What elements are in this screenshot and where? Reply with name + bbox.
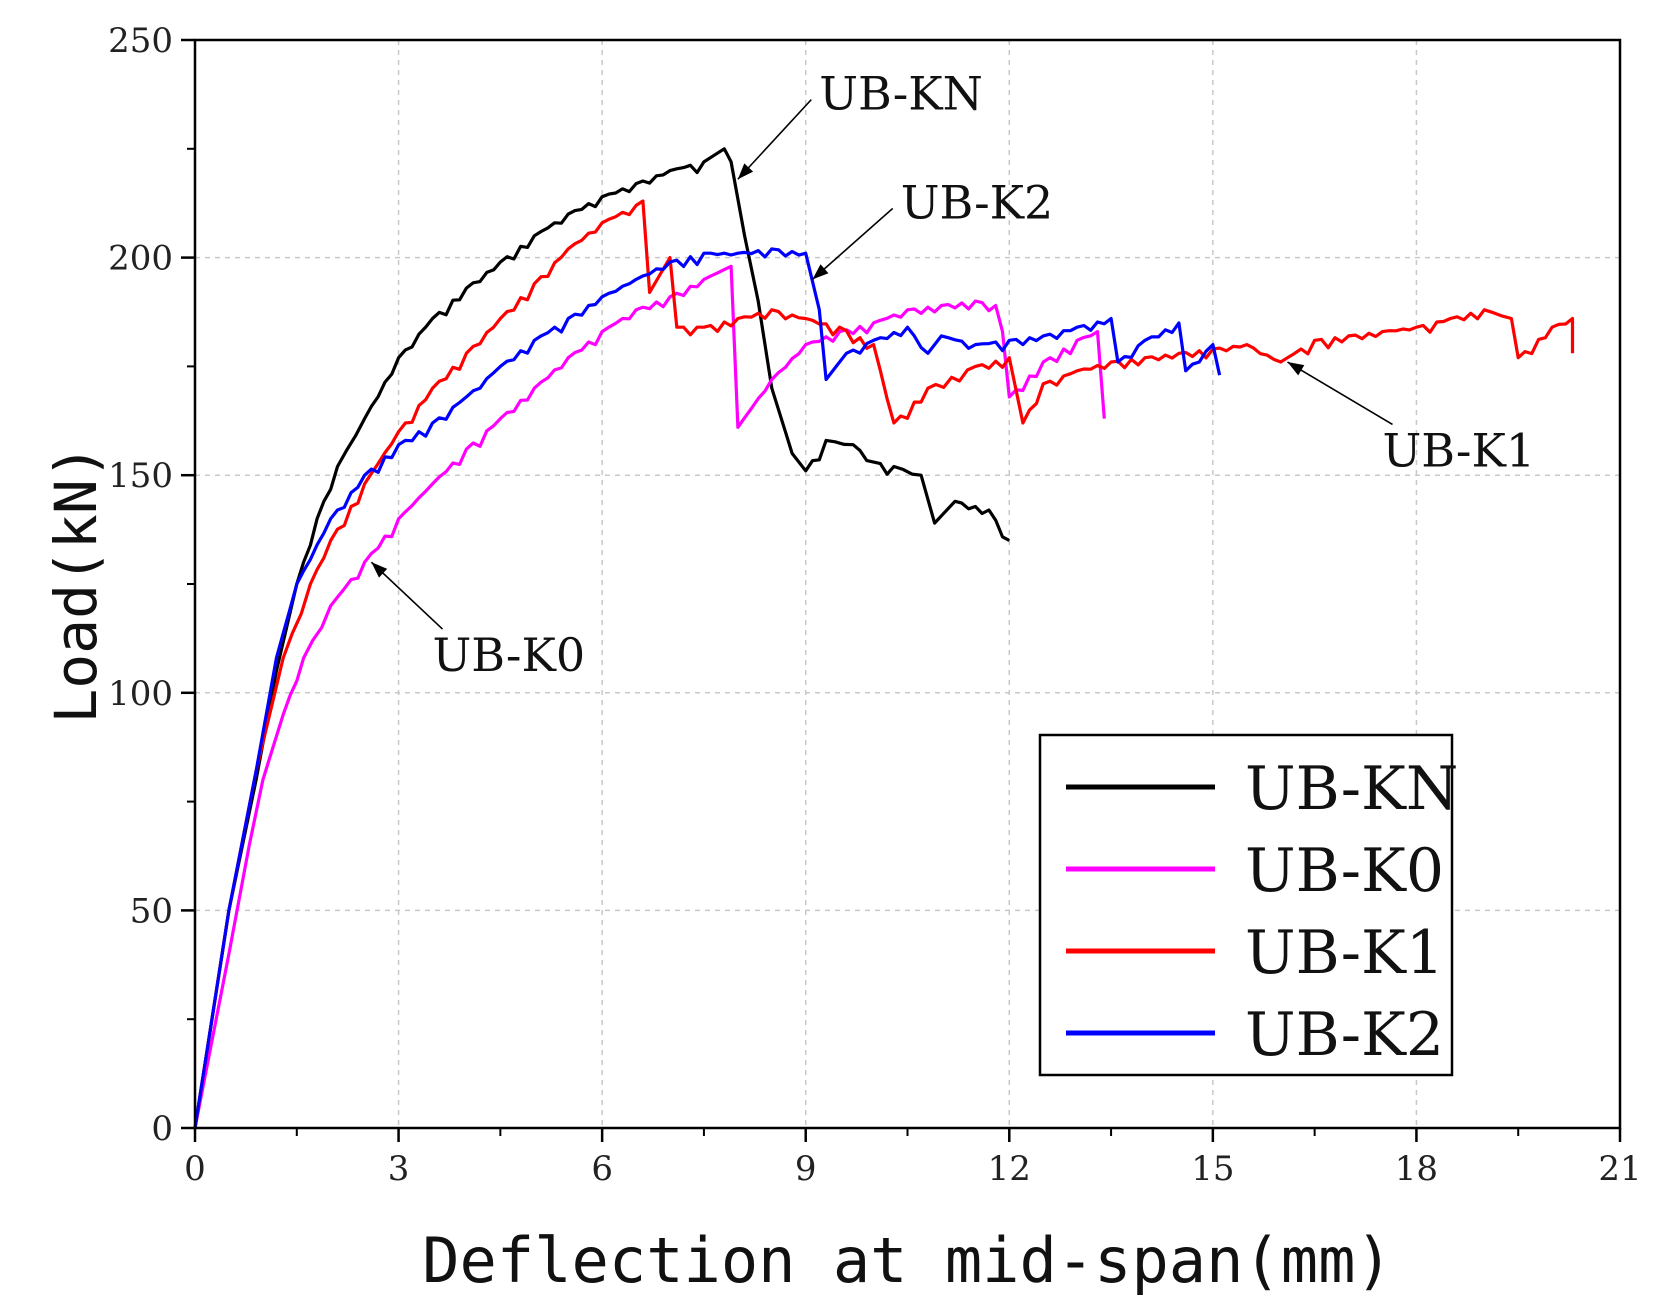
annotation-arrowhead [812, 264, 829, 280]
x-tick-label: 0 [184, 1149, 206, 1189]
legend-label-ub-k2: UB-K2 [1245, 1000, 1444, 1070]
y-tick-label: 250 [108, 21, 173, 61]
y-tick-label: 100 [108, 674, 173, 714]
y-tick-label: 0 [151, 1109, 173, 1149]
y-axis: 0 50 100 150 200 250 [108, 21, 195, 1149]
y-axis-title: Load(kN) [42, 444, 110, 723]
series-lines [193, 147, 1575, 1129]
annotation-arrow-line [737, 99, 812, 180]
annotation-label: UB-KN [819, 67, 983, 121]
x-tick-label: 21 [1598, 1149, 1641, 1189]
legend-label-ub-k1: UB-K1 [1245, 918, 1444, 988]
y-tick-label: 150 [108, 456, 173, 496]
annotation-arrow-line [811, 207, 894, 280]
x-tick-label: 18 [1395, 1149, 1438, 1189]
x-tick-label: 9 [795, 1149, 817, 1189]
x-tick-label: 12 [988, 1149, 1031, 1189]
annotation-label: UB-K2 [901, 175, 1054, 229]
annotation-arrow-line [370, 561, 444, 630]
legend-label-ub-kn: UB-KN [1245, 754, 1458, 824]
x-axis: 0 3 6 9 12 15 18 21 [184, 1128, 1642, 1189]
x-tick-label: 6 [591, 1149, 613, 1189]
annotation-arrowhead [737, 163, 754, 180]
annotation-arrowhead [371, 562, 388, 578]
legend-label-ub-k0: UB-K0 [1245, 836, 1444, 906]
annotation-arrowhead [1287, 362, 1305, 376]
series-line-ub-k1 [193, 199, 1575, 1129]
y-tick-label: 200 [108, 239, 173, 279]
x-tick-label: 15 [1191, 1149, 1234, 1189]
annotation-label: UB-K0 [433, 628, 586, 682]
y-tick-label: 50 [130, 891, 173, 931]
legend-box [1038, 733, 1454, 1077]
series-line-ub-k0 [193, 264, 1106, 1129]
series-line-ub-k2 [193, 247, 1222, 1129]
x-tick-label: 3 [388, 1149, 410, 1189]
series-line-ub-kn [193, 147, 1011, 1129]
annotation-arrow-line [1287, 361, 1393, 426]
x-axis-title: Deflection at mid-span(mm) [422, 1224, 1393, 1297]
legend: UB-KN UB-K0 UB-K1 UB-K2 [1038, 733, 1458, 1077]
annotation-label: UB-K1 [1383, 423, 1536, 477]
annotations: UB-KN UB-K2 UB-K0 UB-K1 [370, 67, 1536, 682]
